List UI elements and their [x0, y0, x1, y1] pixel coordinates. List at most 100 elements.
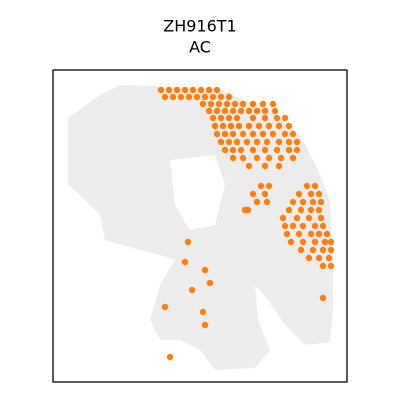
point: [209, 93, 217, 101]
point: [297, 246, 305, 254]
point: [223, 100, 231, 108]
point: [319, 222, 327, 230]
point: [188, 286, 196, 294]
point: [259, 100, 267, 108]
point: [197, 86, 205, 94]
point: [217, 114, 225, 122]
point: [289, 154, 297, 162]
point: [257, 182, 265, 190]
point: [227, 122, 235, 130]
point: [285, 146, 293, 154]
point: [307, 206, 315, 214]
point: [261, 146, 269, 154]
point: [233, 114, 241, 122]
marks: [157, 86, 335, 361]
point: [285, 138, 293, 146]
point: [293, 146, 301, 154]
point: [299, 198, 307, 206]
point: [303, 182, 311, 190]
point: [213, 86, 221, 94]
point: [225, 93, 233, 101]
point: [206, 279, 214, 287]
point: [307, 190, 315, 198]
point: [165, 86, 173, 94]
point: [181, 258, 189, 266]
point: [209, 114, 217, 122]
point: [239, 130, 247, 138]
point: [161, 93, 169, 101]
point: [219, 122, 227, 130]
point: [275, 138, 283, 146]
point: [315, 190, 323, 198]
point: [289, 222, 297, 230]
point: [166, 353, 174, 361]
point: [261, 162, 269, 170]
point: [311, 238, 319, 246]
point: [161, 303, 169, 311]
point: [281, 222, 289, 230]
point: [213, 107, 221, 115]
point: [261, 114, 269, 122]
chart-subtitle: AC: [189, 38, 211, 57]
point: [217, 93, 225, 101]
point: [239, 100, 247, 108]
point: [295, 230, 303, 238]
point: [237, 107, 245, 115]
point: [281, 130, 289, 138]
point: [205, 86, 213, 94]
frame: [52, 69, 348, 383]
point: [279, 214, 287, 222]
point: [305, 214, 313, 222]
point: [295, 190, 303, 198]
point: [249, 190, 257, 198]
point: [205, 107, 213, 115]
point: [169, 93, 177, 101]
point: [253, 107, 261, 115]
point: [309, 246, 317, 254]
point: [325, 254, 333, 262]
point: [184, 238, 192, 246]
point: [273, 114, 281, 122]
point: [229, 107, 237, 115]
point: [249, 130, 257, 138]
point: [245, 162, 253, 170]
point: [297, 206, 305, 214]
point: [323, 230, 331, 238]
point: [265, 182, 273, 190]
point: [244, 206, 252, 214]
point: [265, 122, 273, 130]
point: [201, 266, 209, 274]
point: [327, 262, 335, 270]
point: [253, 138, 261, 146]
point: [309, 198, 317, 206]
point: [231, 100, 239, 108]
point: [293, 214, 301, 222]
point: [157, 86, 165, 94]
point: [277, 154, 285, 162]
point: [293, 138, 301, 146]
point: [233, 138, 241, 146]
point: [259, 130, 267, 138]
point: [319, 294, 327, 302]
point: [245, 107, 253, 115]
point: [327, 246, 335, 254]
point: [261, 107, 269, 115]
point: [315, 230, 323, 238]
point: [237, 146, 245, 154]
point: [283, 230, 291, 238]
point: [189, 86, 197, 94]
point: [299, 238, 307, 246]
point: [225, 138, 233, 146]
point: [315, 206, 323, 214]
point: [225, 114, 233, 122]
point: [327, 238, 335, 246]
point: [263, 198, 271, 206]
point: [201, 93, 209, 101]
point: [173, 86, 181, 94]
point: [199, 100, 207, 108]
point: [221, 130, 229, 138]
point: [285, 122, 293, 130]
point: [207, 100, 215, 108]
point: [249, 100, 257, 108]
point: [211, 122, 219, 130]
